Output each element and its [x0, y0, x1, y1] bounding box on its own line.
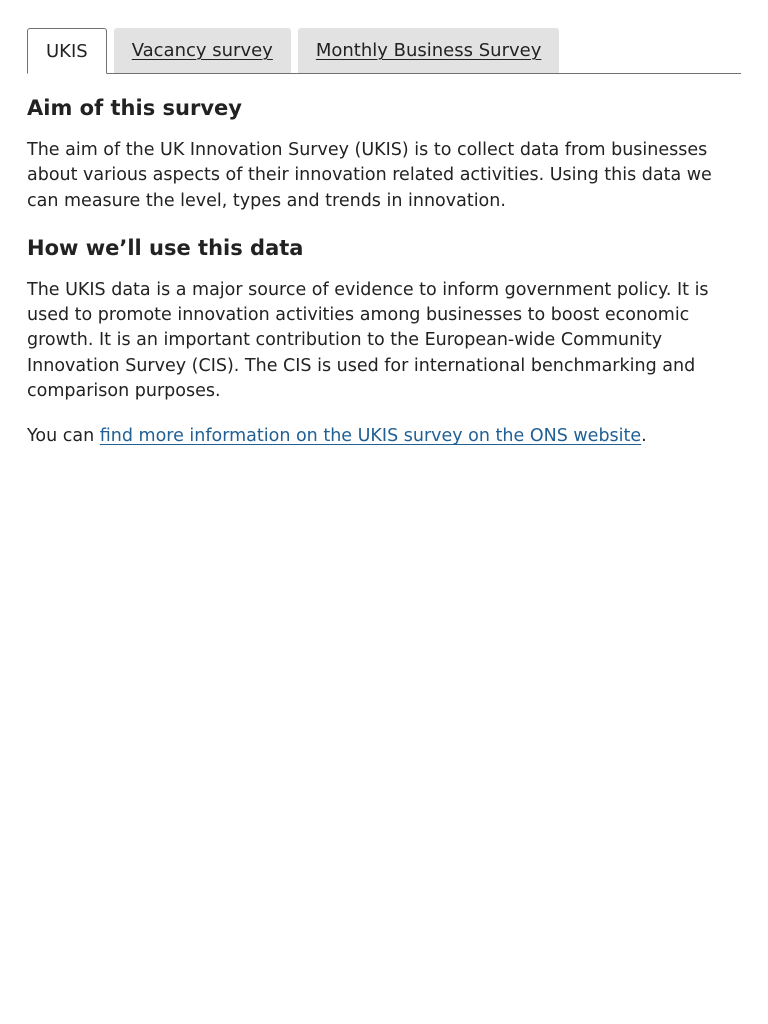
- survey-tabs: UKIS Vacancy survey Monthly Business Sur…: [27, 27, 741, 74]
- tab-label: Monthly Business Survey: [315, 40, 542, 61]
- tab-label: Vacancy survey: [131, 40, 273, 61]
- more-info-paragraph: You can find more information on the UKI…: [27, 424, 741, 449]
- more-info-suffix: .: [641, 426, 647, 447]
- more-info-prefix: You can: [27, 426, 100, 447]
- aim-paragraph: The aim of the UK Innovation Survey (UKI…: [27, 140, 712, 211]
- use-heading: How we’ll use this data: [27, 235, 304, 260]
- page: UKIS Vacancy survey Monthly Business Sur…: [0, 0, 768, 450]
- tab-panel-ukis: Aim of this survey The aim of the UK Inn…: [27, 74, 741, 450]
- use-paragraph: The UKIS data is a major source of evide…: [27, 279, 709, 402]
- tab-vacancy-survey[interactable]: Vacancy survey: [113, 28, 291, 73]
- tab-ukis[interactable]: UKIS: [27, 28, 107, 74]
- tab-monthly-business-survey[interactable]: Monthly Business Survey: [297, 28, 560, 73]
- tab-label: UKIS: [46, 40, 88, 62]
- ons-website-link[interactable]: find more information on the UKIS survey…: [99, 426, 642, 447]
- aim-heading: Aim of this survey: [27, 96, 242, 120]
